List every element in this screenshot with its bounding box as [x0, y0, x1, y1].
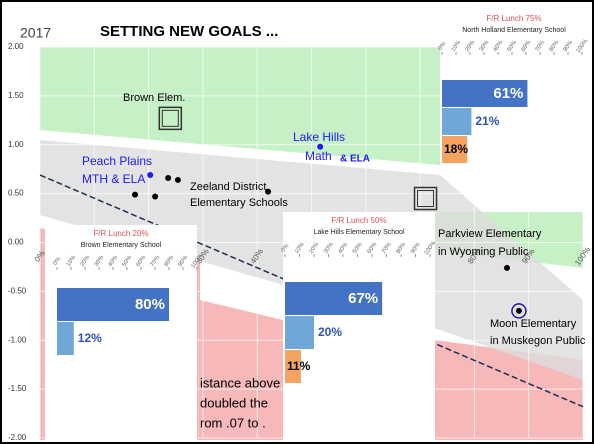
point [132, 191, 139, 198]
value-label: 80% [135, 296, 165, 313]
inset-title: F/R Lunch 20% [93, 229, 148, 238]
highlight-square [158, 106, 183, 131]
annotation: Moon Elementary [490, 318, 577, 330]
annotation: MTH & ELA [82, 172, 145, 186]
red-region [200, 300, 283, 440]
bar [442, 136, 468, 163]
inset-subtitle: North Holland Elementary School [462, 27, 566, 34]
point [165, 174, 172, 181]
x-tick-label: 0% [281, 243, 291, 254]
value-label: 12% [78, 331, 102, 345]
x-tick-label: 0% [438, 41, 448, 52]
x-tick-label: 0% [53, 256, 63, 267]
point [174, 176, 181, 183]
inset-title: F/R Lunch 50% [331, 216, 386, 225]
bar [442, 108, 472, 135]
y-tick-label: -0.50 [8, 286, 27, 295]
bar [285, 316, 314, 349]
bar [442, 80, 528, 107]
highlight-circle [511, 303, 527, 319]
annotation: Elementary Schools [190, 197, 288, 209]
point [147, 172, 154, 179]
point [265, 188, 272, 195]
bar [285, 282, 383, 315]
y-tick-label: 0.50 [8, 189, 24, 198]
annotation: & ELA [340, 154, 370, 165]
y-tick-label: -1.00 [8, 335, 27, 344]
value-label: 21% [475, 114, 499, 128]
highlight-square [161, 109, 179, 127]
highlight-square [417, 190, 435, 208]
annotation: rom .07 to . [200, 415, 266, 430]
highlight-square [413, 186, 438, 211]
point [152, 193, 159, 200]
trend-line [39, 174, 584, 408]
point [503, 264, 510, 271]
annotations: 2017 SETTING NEW GOALS ... Brown Elem. L… [20, 23, 586, 430]
annotation: Math [305, 149, 332, 163]
inset-subtitle: Brown Elementary School [81, 242, 162, 249]
green-region [40, 47, 440, 165]
y-tick-label: 1.50 [8, 91, 24, 100]
point [317, 143, 324, 150]
insets: F/R Lunch 75% North Holland Elementary Sc… [45, 10, 590, 440]
annotation: doubled the [200, 395, 268, 410]
annotation: in Muskegon Public [490, 335, 586, 347]
y-tick-label: -2.00 [8, 433, 27, 442]
bar [285, 350, 301, 383]
annotation: Parkview Elementary [438, 228, 542, 240]
value-label: 61% [493, 85, 523, 102]
annotation: in Wyoming Public [438, 246, 529, 258]
bar [57, 322, 74, 355]
inset-subtitle: Lake Hills Elementary School [313, 229, 404, 236]
inset-title: F/R Lunch 75% [486, 14, 541, 23]
year: 2017 [20, 25, 51, 41]
bar [57, 288, 169, 321]
annotation: Peach Plains [82, 154, 152, 168]
value-label: 11% [287, 359, 311, 373]
y-tick-label: -1.50 [8, 384, 27, 393]
point [515, 307, 522, 314]
y-tick-label: 2.00 [8, 42, 24, 51]
slide-title: SETTING NEW GOALS ... [100, 23, 278, 40]
annotation: Lake Hills [293, 130, 345, 144]
annotation: istance above [200, 375, 280, 390]
value-label: 20% [318, 325, 342, 339]
annotation: Zeeland District [190, 181, 266, 193]
y-tick-label: 1.00 [8, 140, 24, 149]
annotation: Brown Elem. [123, 92, 185, 104]
value-label: 18% [444, 142, 468, 156]
value-label: 67% [348, 290, 378, 307]
y-tick-label: 0.00 [8, 238, 24, 247]
